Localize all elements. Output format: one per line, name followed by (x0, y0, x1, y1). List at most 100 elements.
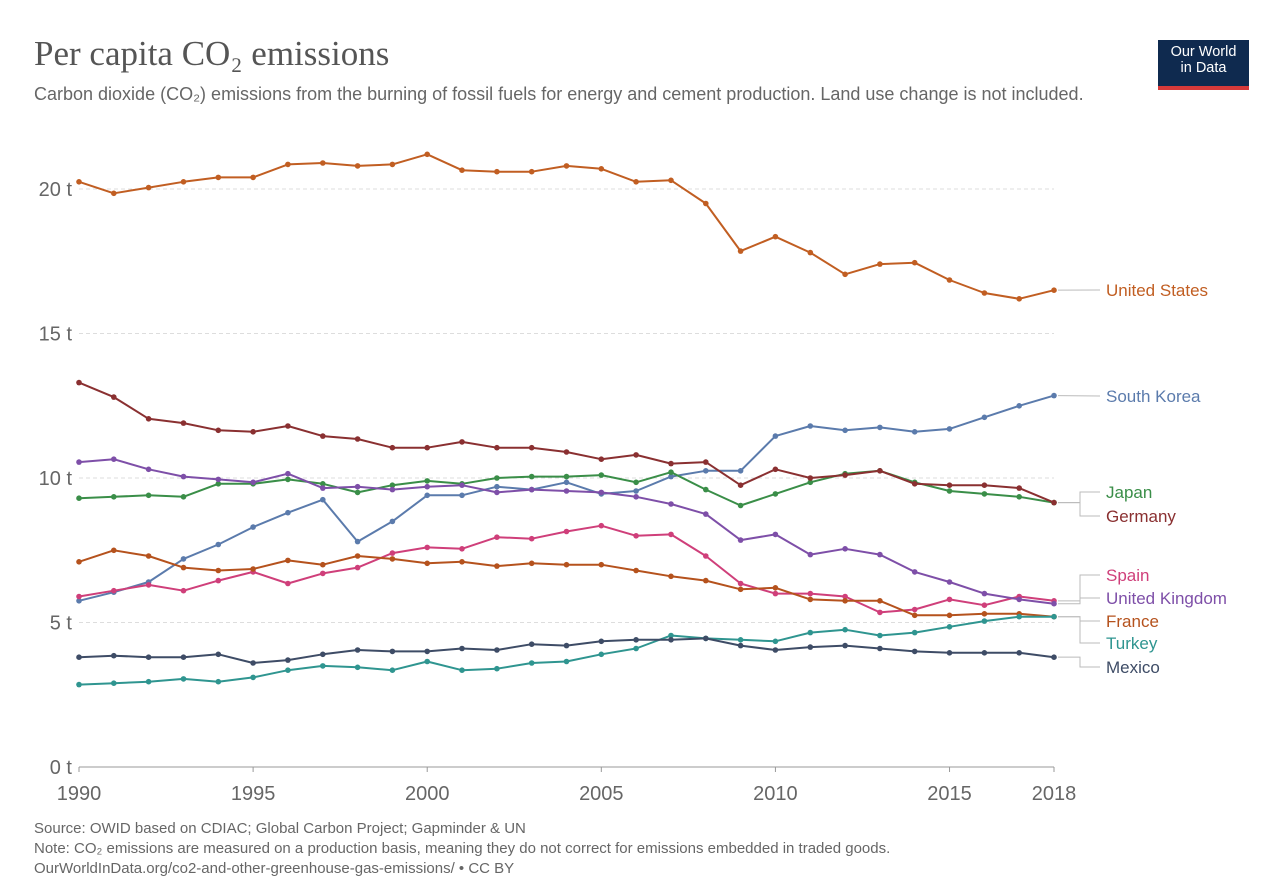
data-point[interactable] (320, 481, 326, 487)
data-point[interactable] (1051, 287, 1057, 294)
data-point[interactable] (145, 553, 152, 559)
data-point[interactable] (111, 190, 117, 197)
data-point[interactable] (633, 479, 639, 486)
data-point[interactable] (180, 420, 187, 426)
data-point[interactable] (911, 429, 918, 435)
data-point[interactable] (703, 459, 709, 465)
data-point[interactable] (354, 647, 361, 653)
data-point[interactable] (145, 466, 152, 473)
data-point[interactable] (981, 414, 988, 421)
data-point[interactable] (389, 556, 396, 562)
data-point[interactable] (389, 648, 396, 655)
data-point[interactable] (424, 151, 431, 158)
data-point[interactable] (528, 473, 535, 480)
data-point[interactable] (981, 611, 988, 617)
data-point[interactable] (354, 664, 361, 671)
data-point[interactable] (772, 233, 779, 240)
data-point[interactable] (528, 486, 535, 493)
data-point[interactable] (668, 501, 674, 507)
data-point[interactable] (633, 533, 639, 539)
data-point[interactable] (285, 161, 291, 168)
data-point[interactable] (459, 559, 465, 565)
data-point[interactable] (598, 522, 605, 529)
url-text[interactable]: OurWorldInData.org/co2-and-other-greenho… (34, 860, 515, 877)
data-point[interactable] (877, 551, 883, 558)
data-point[interactable] (1051, 600, 1057, 607)
data-point[interactable] (424, 444, 431, 451)
series-line[interactable] (78, 153, 1055, 300)
data-point[interactable] (668, 632, 674, 639)
data-point[interactable] (215, 174, 222, 181)
data-point[interactable] (320, 663, 326, 669)
data-point[interactable] (877, 598, 883, 604)
data-point[interactable] (633, 494, 639, 500)
data-point[interactable] (842, 626, 848, 633)
data-point[interactable] (285, 476, 291, 483)
data-point[interactable] (250, 429, 256, 435)
data-point[interactable] (563, 528, 570, 535)
data-point[interactable] (981, 482, 988, 489)
data-point[interactable] (807, 249, 814, 256)
data-point[interactable] (842, 642, 848, 649)
data-point[interactable] (389, 550, 396, 556)
data-point[interactable] (250, 674, 256, 681)
data-point[interactable] (180, 564, 187, 571)
data-point[interactable] (494, 475, 500, 481)
data-point[interactable] (737, 642, 744, 649)
data-point[interactable] (180, 654, 187, 660)
data-point[interactable] (807, 479, 814, 486)
data-point[interactable] (1016, 613, 1022, 620)
data-point[interactable] (215, 427, 222, 434)
data-point[interactable] (1016, 485, 1022, 491)
data-point[interactable] (946, 596, 953, 603)
data-point[interactable] (703, 577, 709, 584)
data-point[interactable] (1051, 654, 1057, 660)
data-point[interactable] (946, 426, 953, 432)
data-point[interactable] (911, 612, 918, 619)
data-point[interactable] (1016, 650, 1022, 656)
data-point[interactable] (76, 379, 82, 386)
data-point[interactable] (389, 518, 396, 525)
data-point[interactable] (772, 433, 779, 439)
data-point[interactable] (111, 587, 117, 594)
data-point[interactable] (1016, 296, 1022, 302)
data-point[interactable] (285, 470, 291, 477)
data-point[interactable] (215, 541, 222, 548)
data-point[interactable] (598, 638, 605, 645)
data-point[interactable] (528, 641, 535, 647)
data-point[interactable] (563, 163, 570, 169)
data-point[interactable] (111, 652, 117, 659)
data-point[interactable] (528, 535, 535, 542)
data-point[interactable] (459, 482, 465, 489)
data-point[interactable] (633, 645, 639, 652)
data-point[interactable] (772, 491, 779, 497)
data-point[interactable] (598, 166, 605, 172)
data-point[interactable] (320, 433, 326, 439)
data-point[interactable] (250, 479, 256, 486)
data-point[interactable] (354, 538, 361, 545)
data-point[interactable] (145, 654, 152, 660)
data-point[interactable] (633, 179, 639, 185)
data-point[interactable] (981, 618, 988, 624)
data-point[interactable] (807, 551, 814, 558)
data-point[interactable] (76, 593, 82, 600)
data-point[interactable] (737, 468, 744, 474)
data-point[interactable] (494, 665, 500, 672)
data-point[interactable] (111, 494, 117, 500)
data-point[interactable] (389, 444, 396, 451)
data-point[interactable] (528, 168, 535, 175)
data-point[interactable] (145, 582, 152, 588)
data-point[interactable] (633, 452, 639, 458)
data-point[interactable] (494, 534, 500, 540)
data-point[interactable] (320, 485, 326, 491)
data-point[interactable] (424, 492, 431, 499)
data-point[interactable] (215, 577, 222, 584)
data-point[interactable] (737, 502, 744, 509)
data-point[interactable] (76, 681, 82, 688)
series-label[interactable]: United States (1106, 281, 1208, 300)
data-point[interactable] (389, 482, 396, 489)
data-point[interactable] (215, 476, 222, 483)
data-point[interactable] (250, 174, 256, 181)
data-point[interactable] (494, 168, 500, 175)
data-point[interactable] (598, 489, 605, 496)
